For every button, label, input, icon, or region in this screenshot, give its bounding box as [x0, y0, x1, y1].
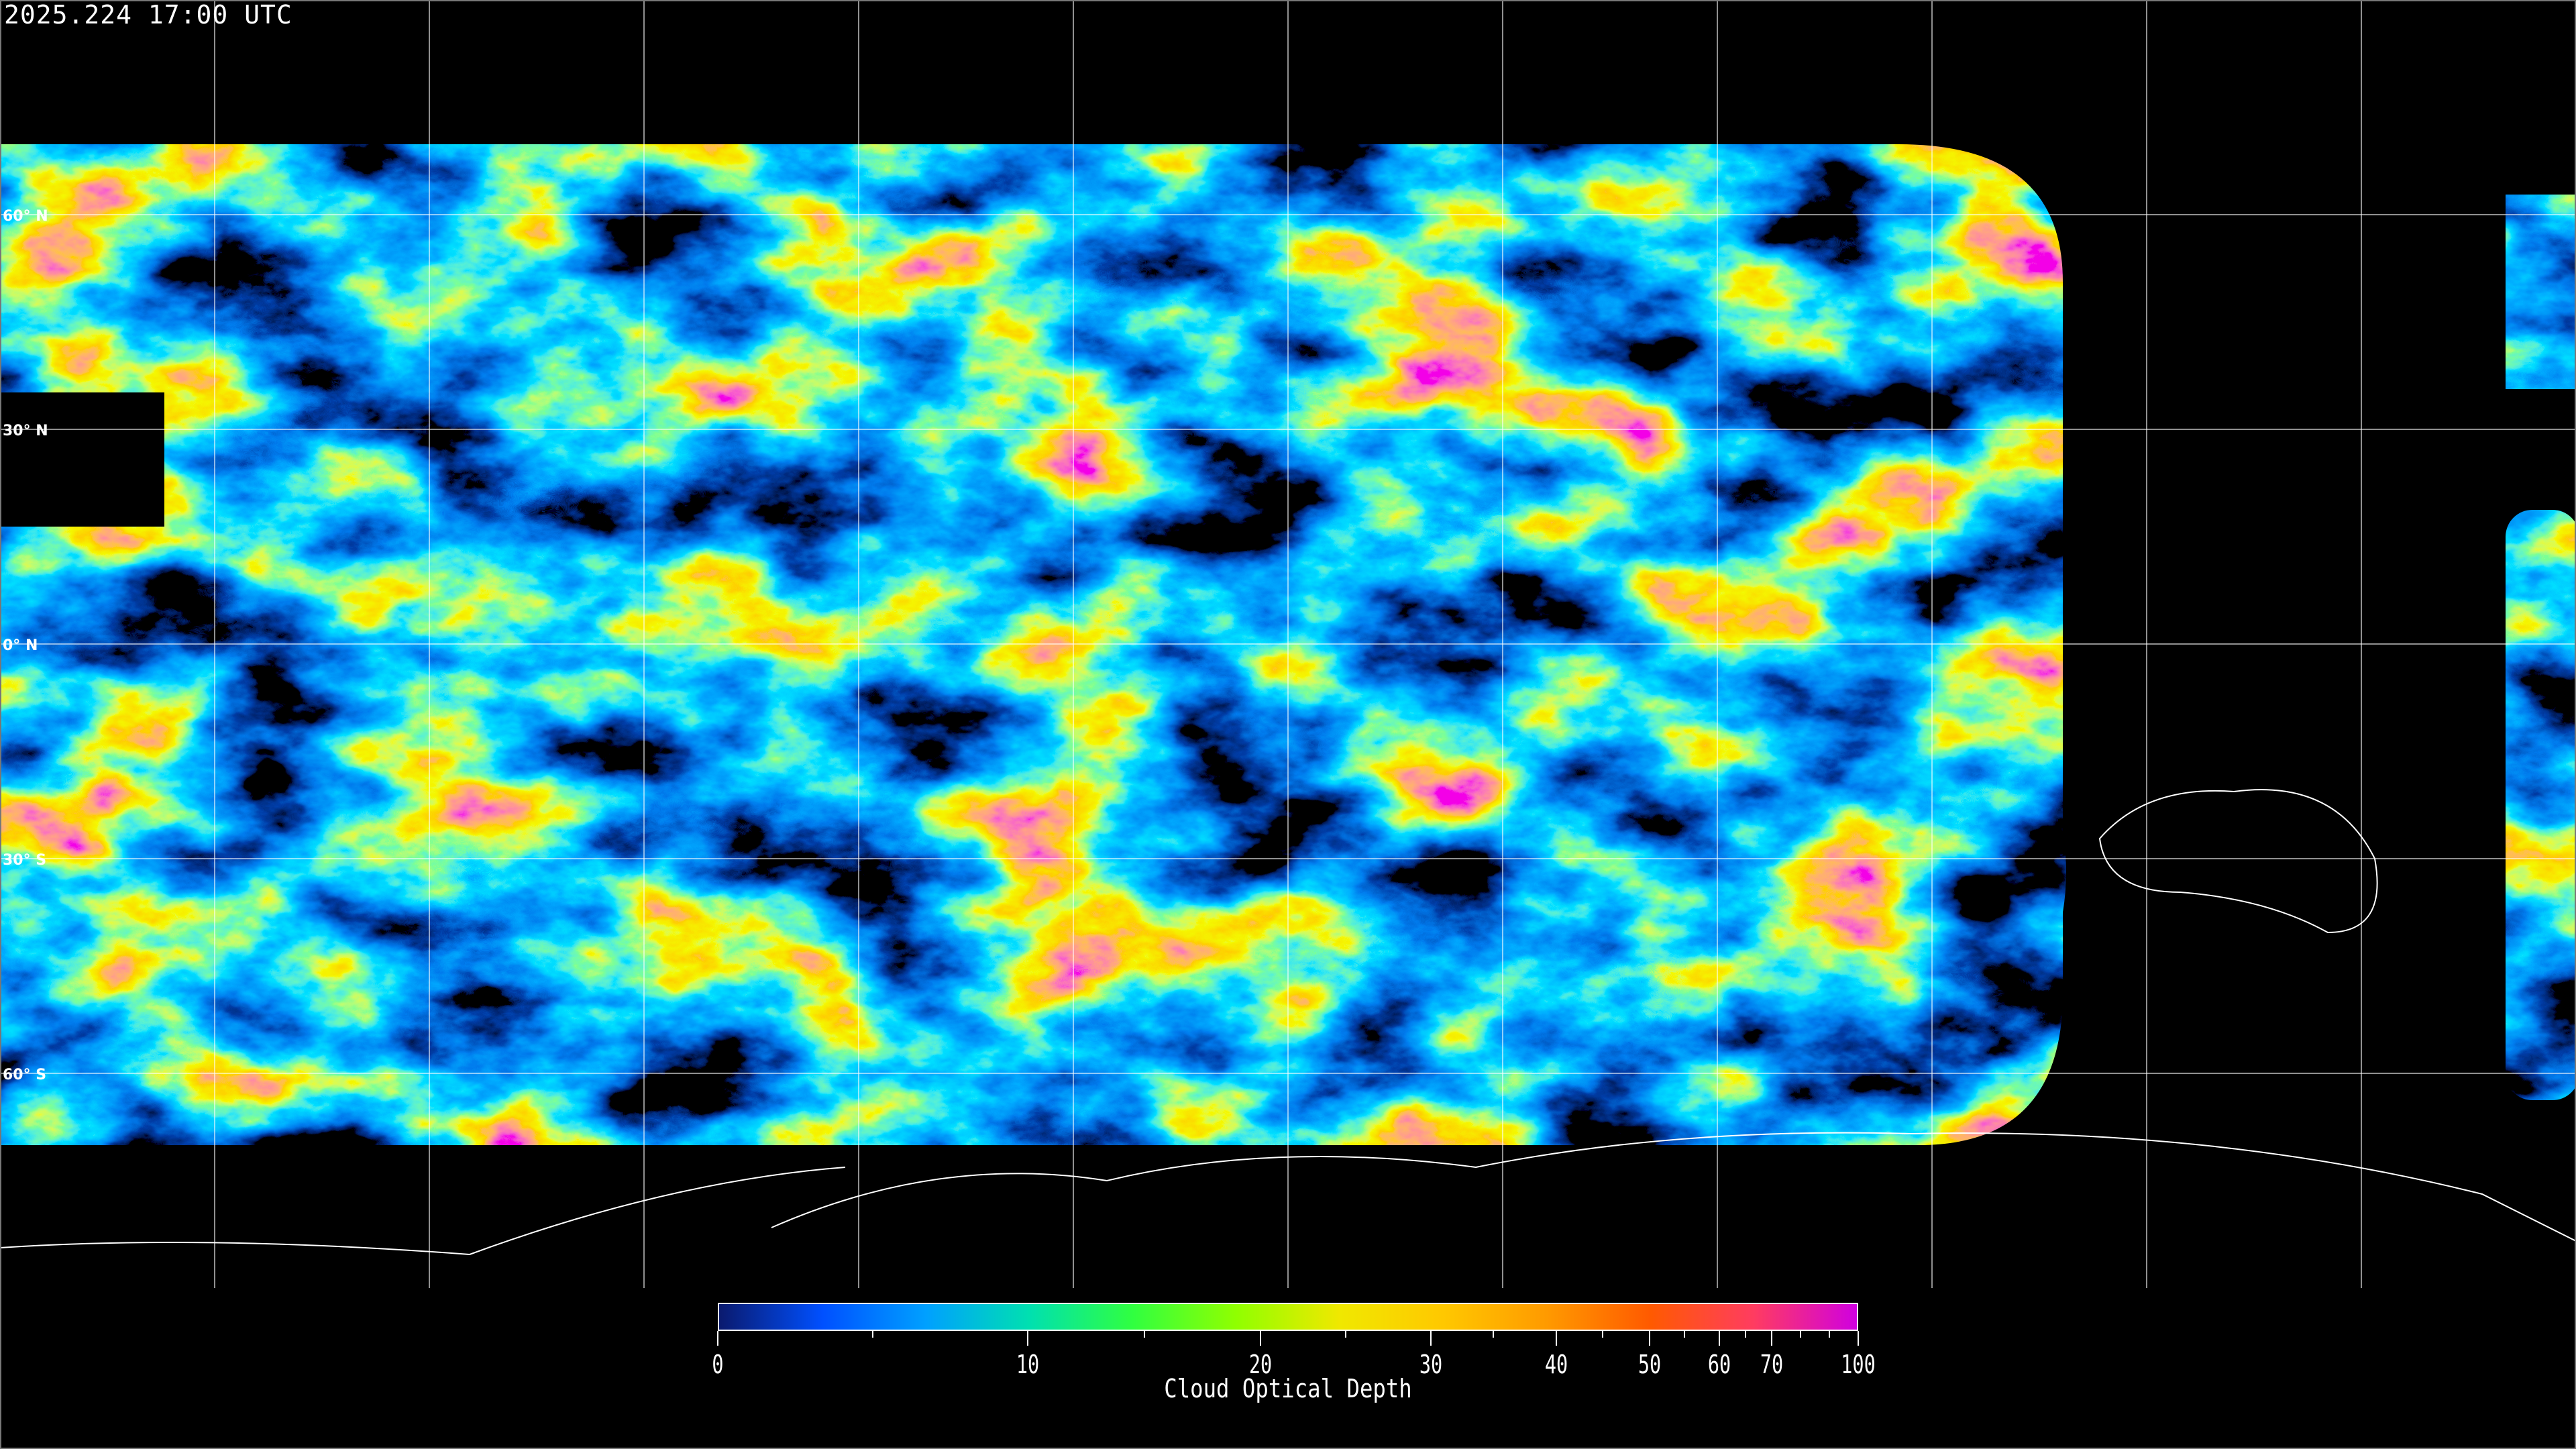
colorbar-tick-label: 70 [1760, 1350, 1783, 1379]
colorbar-tick-label: 0 [712, 1350, 724, 1379]
lat-label-30n: 30° N [3, 423, 48, 439]
colorbar-minor-tick [872, 1331, 874, 1338]
colorbar-title: Cloud Optical Depth [1164, 1374, 1412, 1403]
coastlines [0, 789, 2576, 1256]
colorbar-tick-label: 100 [1841, 1350, 1876, 1379]
lat-label-60s: 60° S [3, 1067, 47, 1083]
colorbar-tick-label: 10 [1016, 1350, 1040, 1379]
cloud-optical-depth-map [0, 0, 2576, 1288]
colorbar-major-tick [1555, 1331, 1557, 1346]
colorbar-tick-label: 60 [1707, 1350, 1731, 1379]
colorbar-tick-label: 30 [1419, 1350, 1442, 1379]
lat-label-30s: 30° S [3, 852, 47, 869]
colorbar-major-tick [1260, 1331, 1262, 1346]
colorbar-major-tick [1770, 1331, 1772, 1346]
colorbar-major-tick [1027, 1331, 1029, 1346]
colorbar-major-tick [1858, 1331, 1859, 1346]
colorbar-minor-tick [1744, 1331, 1746, 1338]
colorbar-major-tick [1718, 1331, 1720, 1346]
colorbar-major-tick [1430, 1331, 1432, 1346]
colorbar [718, 1303, 1858, 1331]
colorbar-minor-tick [1143, 1331, 1145, 1338]
colorbar-minor-tick [1602, 1331, 1604, 1338]
timestamp: 2025.224 17:00 UTC [4, 0, 292, 30]
graticule [0, 0, 2576, 1288]
lat-label-60n: 60° N [3, 208, 48, 225]
colorbar-major-tick [717, 1331, 718, 1346]
colorbar-minor-tick [1799, 1331, 1801, 1338]
colorbar-tick-label: 40 [1544, 1350, 1568, 1379]
colorbar-ticks: 0 10 20 30 40 50 60 70 100 [712, 1331, 1876, 1385]
colorbar-minor-tick [1493, 1331, 1494, 1338]
colorbar-minor-tick [1344, 1331, 1346, 1338]
colorbar-minor-tick [1683, 1331, 1685, 1338]
colorbar-tick-label: 50 [1638, 1350, 1662, 1379]
colorbar-major-tick [1648, 1331, 1650, 1346]
lat-label-0n: 0° N [3, 637, 38, 654]
colorbar-minor-tick [1828, 1331, 1830, 1338]
colorbar-tick-label: 20 [1249, 1350, 1273, 1379]
